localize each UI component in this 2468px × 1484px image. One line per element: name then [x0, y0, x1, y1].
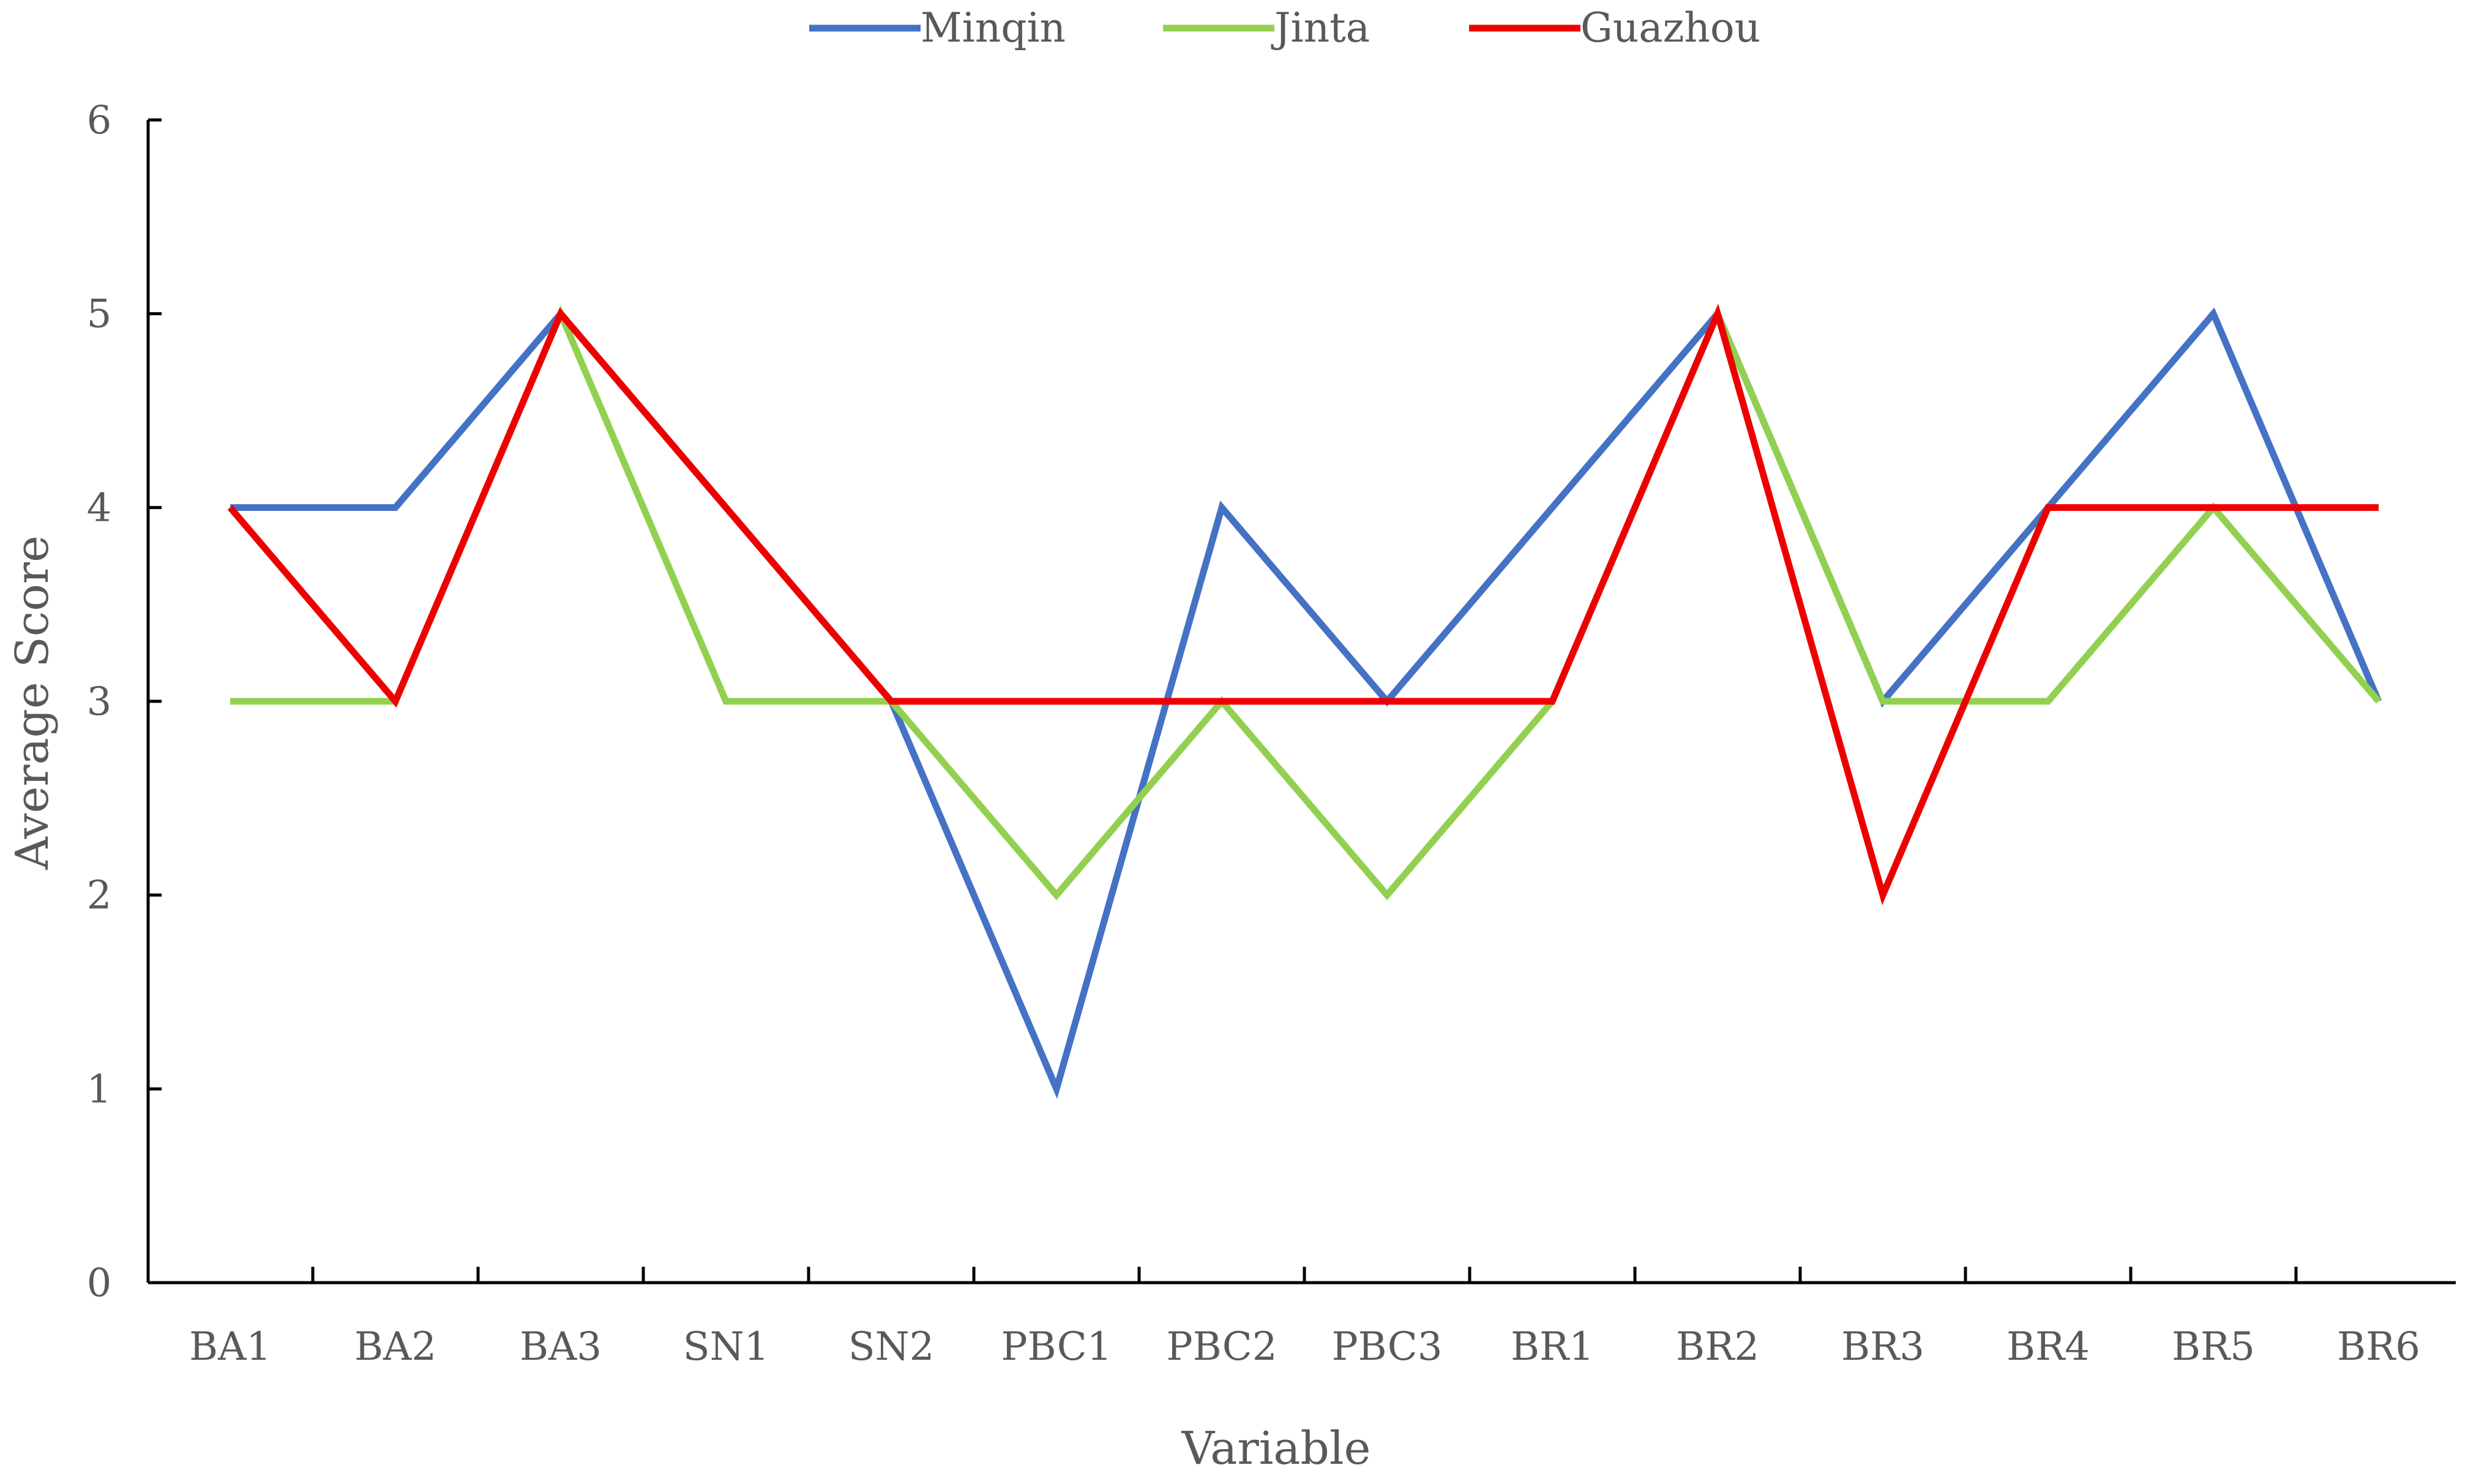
y-tick-label: 1: [87, 1067, 112, 1112]
x-tick-label: BR5: [2172, 1324, 2255, 1370]
y-tick-label: 4: [87, 485, 112, 531]
y-axis-title: Average Score: [6, 535, 59, 870]
x-tick-label: BA2: [354, 1324, 436, 1370]
legend-label-jinta: Jinta: [1271, 4, 1370, 51]
x-tick-label: BR3: [1841, 1324, 1924, 1370]
x-axis-title: Variable: [1181, 1422, 1371, 1475]
x-tick-label: BA1: [189, 1324, 271, 1370]
x-tick-label: BR2: [1676, 1324, 1759, 1370]
series-layer: [227, 304, 2382, 1099]
legend-label-guazhou: Guazhou: [1580, 4, 1760, 51]
legend-label-minqin: Minqin: [921, 4, 1066, 51]
x-tick-label: PBC2: [1167, 1324, 1277, 1370]
x-tick-label: SN2: [848, 1324, 935, 1370]
series-line-jinta: [230, 305, 2382, 901]
y-tick-label: 0: [87, 1261, 112, 1306]
x-tick-label: BR4: [2006, 1324, 2090, 1370]
x-tick-label: SN1: [683, 1324, 769, 1370]
x-tick-label: PBC1: [1001, 1324, 1112, 1370]
y-tick-label: 5: [87, 292, 112, 337]
y-tick-label: 2: [87, 873, 112, 919]
y-tick-label: 6: [87, 98, 112, 143]
x-tick-label: PBC3: [1332, 1324, 1443, 1370]
y-tick-label: 3: [87, 679, 112, 725]
axes: 0 1 2 3 4 5 6 BA1 BA2 BA3 SN1 SN2 PBC1 PBC2 PBC3 BR1 BR2…: [87, 98, 2456, 1370]
legend: Minqin Jinta Guazhou: [809, 4, 1760, 51]
x-tick-label: BR6: [2337, 1324, 2420, 1370]
x-tick-label: BR1: [1511, 1324, 1594, 1370]
series-line-guazhou: [227, 304, 2379, 906]
x-tick-label: BA3: [520, 1324, 602, 1370]
